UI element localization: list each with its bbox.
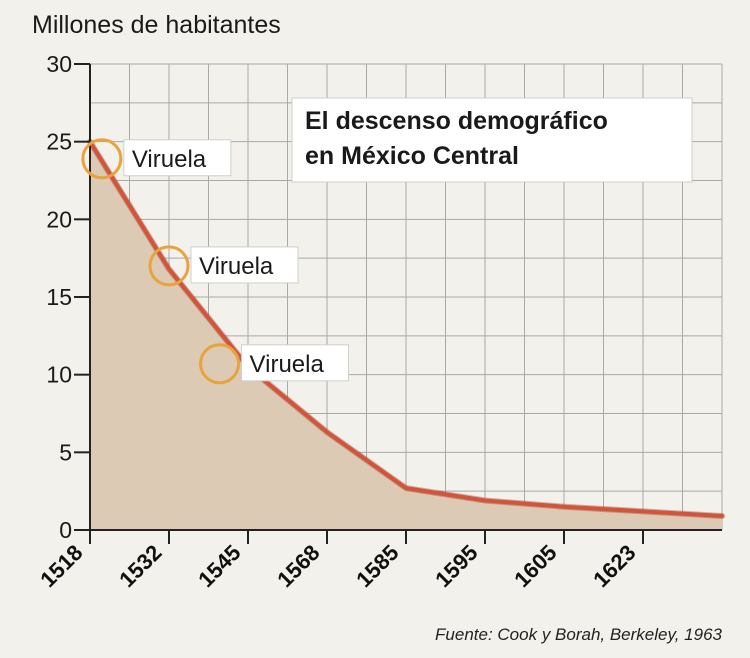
annotation-label: Viruela	[199, 253, 274, 280]
annotations: Viruela Viruela Viruela	[81, 138, 350, 385]
y-tick-label: 5	[59, 439, 72, 465]
chart-title: El descenso demográfico en México Centra…	[291, 97, 693, 183]
population-line	[88, 139, 724, 518]
y-tick-label: 20	[46, 206, 72, 232]
smallpox-marker	[148, 245, 190, 287]
population-area	[90, 141, 722, 530]
y-tick-label: 30	[46, 51, 72, 77]
source-note: Fuente: Cook y Borah, Berkeley, 1963	[435, 625, 723, 644]
y-tick-label: 15	[46, 284, 72, 310]
annotation-box	[190, 246, 299, 284]
y-axis-label: Millones de habitantes	[32, 11, 281, 39]
title-line-2: en México Central	[305, 142, 519, 170]
smallpox-marker	[199, 343, 241, 385]
annotation-label: Viruela	[250, 351, 325, 378]
y-tick-label: 25	[46, 129, 72, 155]
y-tick-label: 0	[59, 517, 72, 543]
annotation-box	[241, 344, 350, 382]
title-line-1: El descenso demográfico	[305, 107, 608, 135]
area-layer	[87, 138, 725, 530]
annotation-label: Viruela	[132, 146, 207, 173]
y-ticks: 0 5 10 15 20 25 30	[46, 51, 90, 543]
smallpox-marker	[81, 138, 123, 180]
y-tick-label: 10	[46, 362, 72, 388]
title-box	[291, 97, 693, 183]
annotation-box	[123, 139, 232, 177]
